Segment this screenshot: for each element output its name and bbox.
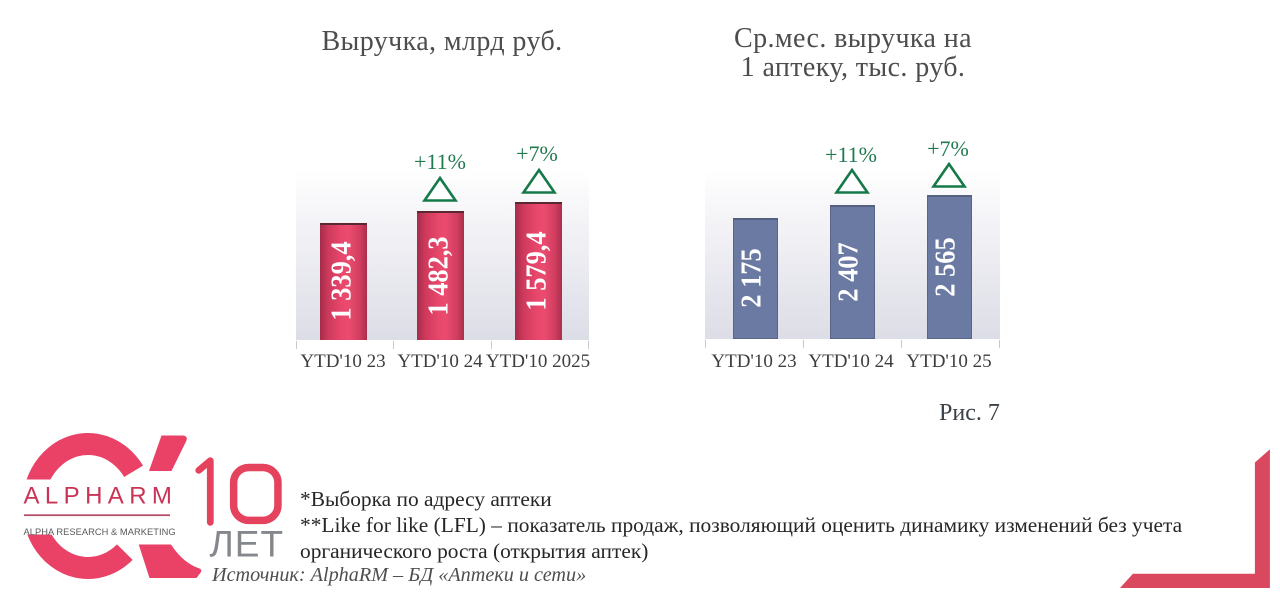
svg-text:ЛЕТ: ЛЕТ [210, 524, 285, 565]
svg-text:ALPHA RESEARCH & MARKETING: ALPHA RESEARCH & MARKETING [24, 527, 176, 537]
svg-text:ALPHARM: ALPHARM [24, 483, 178, 510]
